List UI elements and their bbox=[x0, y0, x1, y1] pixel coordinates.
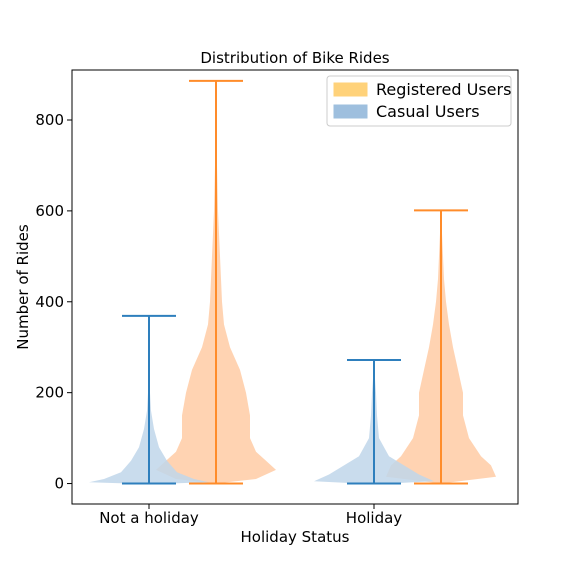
whiskers-layer bbox=[122, 79, 468, 485]
y-tick-label: 600 bbox=[35, 202, 64, 220]
legend-label-registered: Registered Users bbox=[376, 80, 511, 99]
y-tick-label: 800 bbox=[35, 111, 64, 129]
plot-frame bbox=[71, 69, 519, 505]
legend-box bbox=[326, 75, 512, 127]
x-axis-label: Holiday Status bbox=[241, 528, 350, 546]
y-tick-label: 200 bbox=[35, 384, 64, 402]
x-tick-label: Holiday bbox=[346, 509, 403, 527]
y-axis: 0 200 400 600 800 bbox=[35, 111, 72, 493]
legend: Registered Users Casual Users bbox=[326, 75, 512, 127]
legend-swatch-registered bbox=[333, 82, 368, 97]
y-axis-label: Number of Rides bbox=[14, 224, 32, 350]
y-tick-label: 400 bbox=[35, 293, 64, 311]
x-tick-label: Not a holiday bbox=[99, 509, 199, 527]
legend-swatch-casual bbox=[333, 104, 368, 119]
chart-title: Distribution of Bike Rides bbox=[200, 49, 389, 67]
x-axis: Not a holiday Holiday bbox=[99, 504, 402, 527]
legend-label-casual: Casual Users bbox=[376, 102, 480, 121]
violins-layer bbox=[89, 80, 496, 484]
y-tick-label: 0 bbox=[54, 475, 64, 493]
